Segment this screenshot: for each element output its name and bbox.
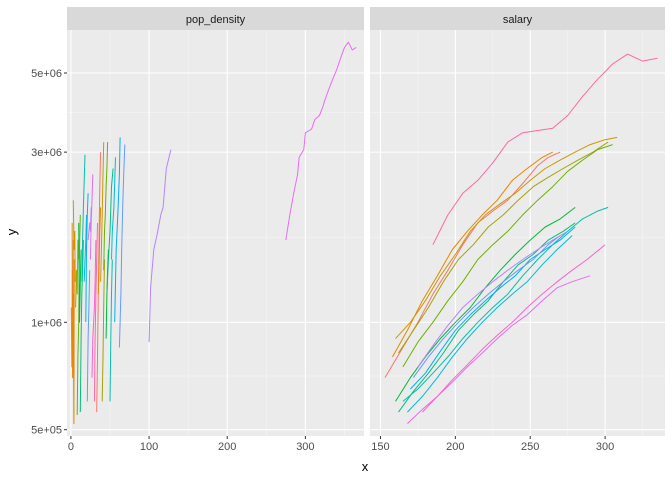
series-line (75, 239, 80, 308)
series-line (398, 222, 576, 413)
panels-layer: pop_density 0 100 200 300 salary 150 200 250 300 (67, 7, 665, 453)
series-line (118, 144, 126, 348)
strip-background (370, 7, 665, 30)
series-line (412, 235, 561, 378)
series-line (402, 144, 613, 368)
y-tick-label: 1e+06 (31, 317, 62, 329)
series-line (93, 222, 98, 402)
series-line (407, 235, 573, 413)
x-tick-label: 300 (596, 441, 614, 453)
x-tick-label: 200 (446, 441, 464, 453)
panel-background (370, 30, 665, 436)
series-line (97, 207, 102, 295)
series-line (100, 142, 105, 282)
y-axis: 5e+05 1e+06 3e+06 5e+06 (31, 68, 67, 437)
x-tick-label: 100 (140, 441, 158, 453)
x-tick-label: 200 (218, 441, 236, 453)
panel-pop-density: pop_density 0 100 200 300 (67, 7, 364, 453)
strip-background (67, 7, 364, 30)
series-line (76, 214, 81, 415)
series-line (410, 226, 576, 390)
series-line (111, 157, 116, 260)
series-line (83, 214, 87, 282)
y-tick-label: 5e+06 (31, 68, 62, 80)
y-tick-label: 3e+06 (31, 147, 62, 159)
series-line (395, 136, 618, 339)
series-line (71, 222, 75, 425)
series-line (106, 168, 114, 295)
series-line (398, 141, 609, 354)
series-line (81, 154, 86, 282)
x-axis-title: x (362, 459, 369, 474)
series-line (85, 193, 89, 323)
y-axis-title: y (4, 228, 19, 235)
series-line (91, 240, 97, 378)
series-line (417, 230, 568, 368)
y-tick-label: 5e+05 (31, 425, 62, 437)
series-line (103, 142, 109, 271)
series-line (79, 240, 84, 413)
series-line (392, 151, 553, 358)
series-line (89, 174, 94, 260)
series-line (72, 200, 76, 282)
series-line (402, 206, 609, 402)
x-tick-label: 250 (521, 441, 539, 453)
series-line (87, 207, 92, 241)
strip-label: pop_density (186, 14, 246, 26)
series-line (432, 53, 658, 245)
x-tick-label: 150 (371, 441, 389, 453)
panel-salary: salary 150 200 250 300 (370, 7, 665, 453)
x-tick-label: 300 (296, 441, 314, 453)
series-line (109, 259, 113, 402)
strip-label: salary (503, 14, 533, 26)
x-tick-label: 0 (68, 441, 74, 453)
series-line (422, 244, 606, 413)
series-line (114, 137, 121, 323)
series-line (78, 222, 82, 323)
series-line (101, 259, 105, 402)
series-line (148, 149, 172, 343)
series-line (86, 270, 91, 402)
panel-background (67, 30, 364, 436)
series-line (285, 41, 357, 241)
